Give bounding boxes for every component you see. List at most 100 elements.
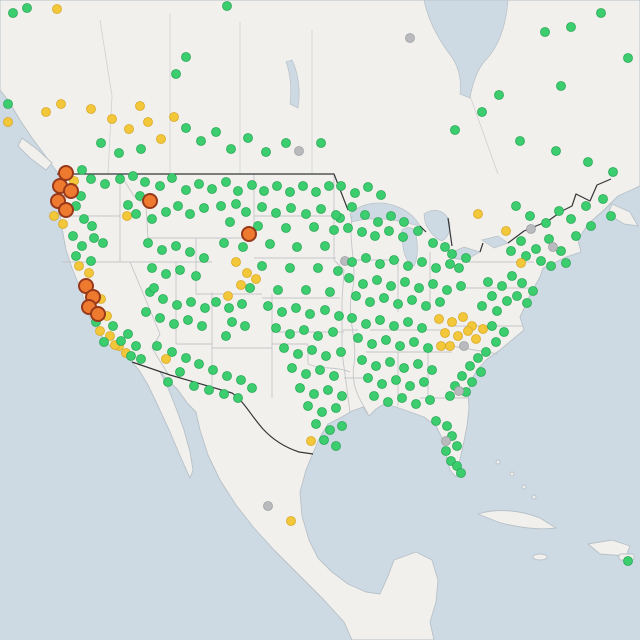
- marker-good[interactable]: [309, 222, 319, 232]
- marker-good[interactable]: [376, 190, 386, 200]
- marker-good[interactable]: [277, 307, 287, 317]
- marker-good[interactable]: [123, 200, 133, 210]
- marker-good[interactable]: [86, 256, 96, 266]
- marker-moderate[interactable]: [223, 291, 233, 301]
- marker-moderate[interactable]: [473, 209, 483, 219]
- marker-good[interactable]: [167, 347, 177, 357]
- marker-good[interactable]: [233, 186, 243, 196]
- marker-good[interactable]: [386, 211, 396, 221]
- marker-good[interactable]: [221, 177, 231, 187]
- marker-good[interactable]: [481, 347, 491, 357]
- marker-good[interactable]: [393, 299, 403, 309]
- marker-good[interactable]: [171, 69, 181, 79]
- marker-good[interactable]: [131, 341, 141, 351]
- marker-moderate[interactable]: [124, 124, 134, 134]
- marker-good[interactable]: [516, 236, 526, 246]
- marker-moderate[interactable]: [471, 334, 481, 344]
- marker-good[interactable]: [115, 174, 125, 184]
- marker-good[interactable]: [221, 331, 231, 341]
- marker-good[interactable]: [152, 341, 162, 351]
- marker-moderate[interactable]: [74, 261, 84, 271]
- marker-good[interactable]: [556, 81, 566, 91]
- marker-good[interactable]: [461, 253, 471, 263]
- marker-good[interactable]: [185, 247, 195, 257]
- marker-good[interactable]: [353, 333, 363, 343]
- marker-moderate[interactable]: [458, 312, 468, 322]
- marker-good[interactable]: [399, 217, 409, 227]
- marker-moderate[interactable]: [84, 268, 94, 278]
- marker-good[interactable]: [199, 203, 209, 213]
- marker-good[interactable]: [370, 231, 380, 241]
- marker-good[interactable]: [337, 391, 347, 401]
- marker-good[interactable]: [141, 307, 151, 317]
- marker-good[interactable]: [204, 385, 214, 395]
- marker-good[interactable]: [551, 146, 561, 156]
- marker-good[interactable]: [450, 125, 460, 135]
- marker-good[interactable]: [428, 238, 438, 248]
- marker-good[interactable]: [307, 345, 317, 355]
- marker-good[interactable]: [261, 147, 271, 157]
- marker-good[interactable]: [586, 221, 596, 231]
- marker-good[interactable]: [431, 416, 441, 426]
- marker-good[interactable]: [147, 263, 157, 273]
- marker-good[interactable]: [386, 281, 396, 291]
- marker-good[interactable]: [8, 8, 18, 18]
- marker-good[interactable]: [494, 90, 504, 100]
- marker-good[interactable]: [320, 305, 330, 315]
- marker-moderate[interactable]: [156, 134, 166, 144]
- marker-good[interactable]: [227, 317, 237, 327]
- marker-good[interactable]: [334, 311, 344, 321]
- marker-good[interactable]: [226, 144, 236, 154]
- marker-good[interactable]: [571, 231, 581, 241]
- marker-good[interactable]: [371, 361, 381, 371]
- marker-good[interactable]: [293, 349, 303, 359]
- marker-moderate[interactable]: [3, 117, 13, 127]
- marker-good[interactable]: [191, 271, 201, 281]
- marker-good[interactable]: [522, 298, 532, 308]
- marker-good[interactable]: [116, 336, 126, 346]
- marker-good[interactable]: [442, 285, 452, 295]
- marker-good[interactable]: [399, 363, 409, 373]
- marker-moderate[interactable]: [447, 317, 457, 327]
- marker-moderate[interactable]: [242, 268, 252, 278]
- marker-good[interactable]: [358, 279, 368, 289]
- marker-good[interactable]: [507, 271, 517, 281]
- marker-no-data[interactable]: [459, 341, 469, 351]
- marker-good[interactable]: [224, 303, 234, 313]
- marker-good[interactable]: [351, 291, 361, 301]
- marker-good[interactable]: [126, 351, 136, 361]
- marker-good[interactable]: [245, 283, 255, 293]
- marker-moderate[interactable]: [143, 117, 153, 127]
- marker-good[interactable]: [68, 231, 78, 241]
- marker-unhealthy-sensitive[interactable]: [90, 306, 106, 322]
- marker-good[interactable]: [431, 263, 441, 273]
- marker-good[interactable]: [301, 369, 311, 379]
- marker-good[interactable]: [79, 214, 89, 224]
- marker-good[interactable]: [285, 329, 295, 339]
- marker-good[interactable]: [236, 375, 246, 385]
- marker-good[interactable]: [405, 381, 415, 391]
- marker-good[interactable]: [272, 181, 282, 191]
- marker-good[interactable]: [233, 393, 243, 403]
- marker-moderate[interactable]: [49, 211, 59, 221]
- marker-good[interactable]: [247, 180, 257, 190]
- marker-good[interactable]: [238, 242, 248, 252]
- marker-moderate[interactable]: [445, 341, 455, 351]
- marker-moderate[interactable]: [56, 99, 66, 109]
- marker-good[interactable]: [279, 343, 289, 353]
- marker-good[interactable]: [257, 202, 267, 212]
- marker-good[interactable]: [347, 202, 357, 212]
- marker-good[interactable]: [131, 209, 141, 219]
- marker-good[interactable]: [407, 295, 417, 305]
- marker-no-data[interactable]: [294, 146, 304, 156]
- marker-good[interactable]: [333, 266, 343, 276]
- marker-good[interactable]: [175, 265, 185, 275]
- marker-good[interactable]: [309, 389, 319, 399]
- marker-good[interactable]: [383, 397, 393, 407]
- marker-good[interactable]: [344, 273, 354, 283]
- marker-good[interactable]: [350, 188, 360, 198]
- marker-good[interactable]: [143, 238, 153, 248]
- marker-moderate[interactable]: [516, 258, 526, 268]
- marker-good[interactable]: [511, 201, 521, 211]
